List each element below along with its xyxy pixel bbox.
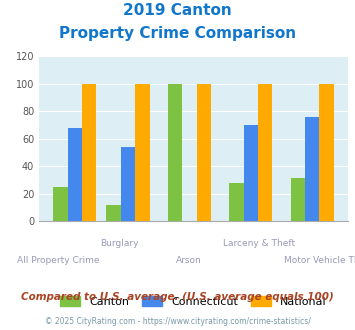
Bar — [229, 182, 244, 221]
Bar — [121, 147, 135, 221]
Bar — [106, 205, 121, 221]
Bar — [305, 116, 320, 221]
Text: All Property Crime: All Property Crime — [17, 256, 100, 265]
Bar — [53, 187, 67, 221]
Text: Motor Vehicle Theft: Motor Vehicle Theft — [284, 256, 355, 265]
Bar — [82, 83, 96, 221]
Bar — [197, 83, 211, 221]
Text: © 2025 CityRating.com - https://www.cityrating.com/crime-statistics/: © 2025 CityRating.com - https://www.city… — [45, 317, 310, 326]
Bar — [67, 128, 82, 221]
Text: Arson: Arson — [176, 256, 202, 265]
Bar — [258, 83, 273, 221]
Bar — [291, 179, 305, 221]
Bar — [168, 83, 182, 221]
Text: Compared to U.S. average. (U.S. average equals 100): Compared to U.S. average. (U.S. average … — [21, 292, 334, 302]
Text: Property Crime Comparison: Property Crime Comparison — [59, 26, 296, 41]
Text: 2019 Canton: 2019 Canton — [123, 3, 232, 18]
Bar — [320, 83, 334, 221]
Legend: Canton, Connecticut, National: Canton, Connecticut, National — [60, 296, 327, 307]
Text: Burglary: Burglary — [100, 239, 138, 248]
Bar — [135, 83, 150, 221]
Text: Larceny & Theft: Larceny & Theft — [223, 239, 295, 248]
Bar — [244, 125, 258, 221]
